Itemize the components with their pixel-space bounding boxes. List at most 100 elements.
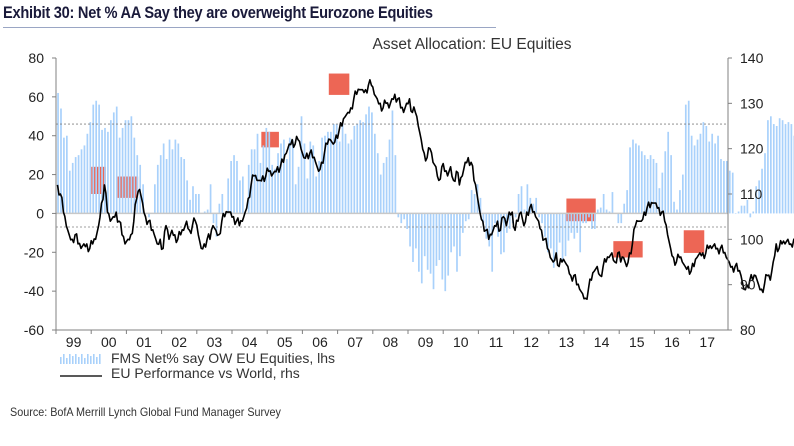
x-tick-label: 14 [594,334,610,350]
bar [98,104,100,214]
bar [365,114,367,214]
bar [684,104,687,214]
bar [723,160,725,214]
bar [110,120,112,214]
right-tick-label: 80 [740,322,756,338]
bar [737,211,740,214]
bar [652,159,655,214]
bar [230,160,232,214]
bar [330,131,332,214]
bar [743,205,746,214]
bar [189,199,191,214]
legend-bar-swatch-bar [81,354,83,364]
bar [558,213,561,243]
bar [418,213,420,272]
bar [717,135,719,214]
bar [274,168,276,214]
bar [368,106,370,214]
bar [233,155,235,214]
bar [385,157,388,214]
left-tick-label: -40 [24,283,44,299]
bar [708,141,711,214]
right-tick-label: 130 [740,95,764,111]
bar [359,120,362,214]
bar [550,213,552,249]
bar [494,213,496,224]
bar [253,149,256,214]
bar [283,139,285,214]
legend: FMS Net% say OW EU Equities, lhs EU Perf… [60,350,335,381]
bar [705,126,708,214]
axes [52,57,732,334]
bar [778,118,781,214]
bar [602,194,605,214]
right-tick-label: 140 [740,50,764,66]
bar [488,213,491,247]
bar [491,213,494,272]
bar [485,213,488,239]
bar [206,209,209,214]
bar [538,213,540,218]
bar [423,213,426,257]
bar [294,184,297,214]
bar [526,184,529,214]
bar [324,135,326,214]
bar [470,190,473,214]
bar [746,199,749,214]
bar [209,184,212,214]
bar [464,213,467,222]
bar [541,213,543,224]
bar [552,213,555,268]
x-tick-label: 03 [207,334,223,350]
bar [752,211,755,214]
bar [726,160,728,214]
bar [379,174,382,214]
bar [682,174,684,214]
bar [92,104,95,214]
bar [596,209,599,214]
bar [271,164,274,214]
bar [676,209,678,214]
bar [503,213,505,253]
bar [198,194,200,214]
bar [338,141,341,214]
x-tick-label: 12 [523,334,539,350]
bar [720,159,722,214]
bar [154,184,156,214]
bar [104,127,106,214]
bar [447,213,450,276]
bar [335,124,338,214]
bar [218,203,221,214]
reference-lines [56,123,728,228]
bar [350,139,353,214]
legend-label-line: EU Performance vs World, rhs [111,365,300,381]
bar [121,127,124,214]
bar [467,213,470,220]
bar [142,184,144,214]
bar [371,112,373,214]
bar [582,213,584,224]
bar [547,213,549,253]
legend-bar-swatch-bar [90,356,92,364]
bar [508,213,511,229]
bar [561,213,564,262]
bar [280,143,282,214]
right-tick-label: 90 [740,277,756,293]
x-axis-tick-labels: 99 00 01 02 03 04 05 06 07 08 09 10 11 12 13 14 15 16 17 [66,334,715,350]
bar [195,194,197,214]
bar [740,205,743,214]
bar [83,145,86,214]
bar [180,157,183,214]
highlight-box [613,241,643,258]
bar [693,145,696,214]
legend-bar-swatch [60,354,101,364]
x-tick-label: 16 [664,334,680,350]
bar [115,106,118,214]
bar [728,170,731,214]
bar [555,213,558,257]
bar [215,213,218,237]
legend-bar-swatch-bar [84,358,86,364]
bar [599,207,602,214]
bar [764,153,766,214]
bar-series [57,92,794,292]
